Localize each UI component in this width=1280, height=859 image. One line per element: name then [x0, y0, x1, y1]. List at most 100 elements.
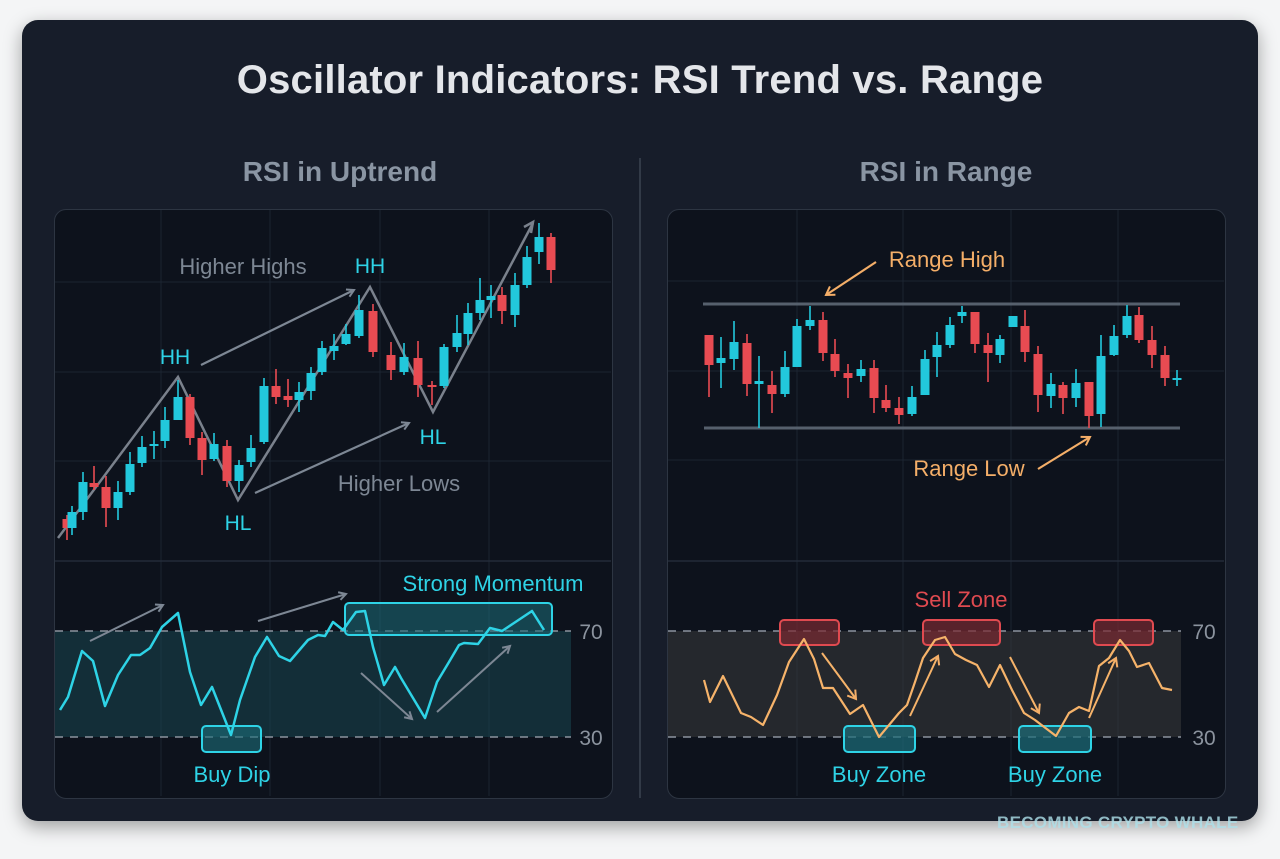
rsi-up-arrow-2: [1088, 656, 1119, 719]
range-level-30-label: 30: [1192, 727, 1215, 750]
candle-body: [497, 295, 507, 311]
candle-body: [439, 347, 449, 386]
candle-body: [995, 339, 1005, 355]
candle-body: [767, 385, 777, 394]
candle-body: [1008, 316, 1018, 327]
candle-body: [341, 334, 351, 344]
candle-body: [1058, 385, 1068, 398]
candle-body: [101, 487, 111, 508]
candle-body: [856, 369, 866, 376]
candle-body: [306, 373, 316, 391]
uptrend-rsi-band: [55, 631, 571, 737]
uptrend-level-30-label: 30: [579, 727, 602, 750]
candle-body: [704, 335, 714, 365]
hh-label-1: HH: [160, 346, 190, 369]
range-low-label: Range Low: [913, 456, 1024, 481]
candle-body: [78, 482, 88, 512]
rsi-dip-arrow: [360, 672, 412, 719]
higher-lows-arrow: [254, 423, 409, 495]
candle-body: [1109, 336, 1119, 355]
candle-body: [1071, 383, 1081, 398]
candle-body: [716, 358, 726, 363]
candle-body: [197, 438, 207, 460]
candle-body: [475, 300, 485, 313]
candle-body: [125, 464, 135, 492]
range-high-label: Range High: [889, 247, 1005, 272]
range-rsi-line: [702, 635, 1173, 739]
candle-body: [209, 444, 219, 459]
buy-zone-label-1: Buy Zone: [832, 762, 926, 787]
right-subtitle: RSI in Range: [859, 156, 1033, 187]
candle-body: [413, 358, 423, 385]
higher-lows-label: Higher Lows: [338, 471, 460, 496]
candle-body: [463, 313, 473, 334]
candle-body: [805, 320, 815, 326]
higher-highs-label: Higher Highs: [179, 254, 306, 279]
candle-body: [386, 355, 396, 370]
candle-body: [246, 448, 256, 462]
buy-dip-label: Buy Dip: [193, 762, 270, 787]
candle-body: [1084, 382, 1094, 416]
sell-zone-box-1: [779, 619, 840, 646]
candle-body: [368, 311, 378, 352]
candle-body: [830, 354, 840, 371]
candle-body: [1147, 340, 1157, 355]
higher-highs-arrow: [200, 290, 354, 366]
candle-body: [452, 333, 462, 347]
candle-body: [780, 367, 790, 394]
buy-zone-box-1: [843, 725, 916, 753]
candle-body: [534, 237, 544, 252]
candle-body: [173, 397, 183, 420]
candle-body: [522, 257, 532, 285]
candle-body: [843, 373, 853, 378]
candle-body: [354, 310, 364, 336]
rsi-down-arrow-2: [1009, 656, 1041, 715]
candle-body: [1046, 384, 1056, 396]
left-subtitle: RSI in Uptrend: [242, 156, 438, 187]
page-title: Oscillator Indicators: RSI Trend vs. Ran…: [236, 58, 1044, 102]
candle-body: [149, 444, 159, 446]
candle-body: [742, 343, 752, 384]
candle-body: [1096, 356, 1106, 414]
candle-body: [1122, 316, 1132, 335]
strong-momentum-box: [344, 602, 553, 636]
candle-body: [510, 285, 520, 315]
candle-body: [329, 346, 339, 351]
candle-body: [317, 348, 327, 372]
candle-body: [792, 326, 802, 367]
rsi-down-arrow-1: [821, 652, 858, 701]
rsi-rise-arrow-2: [257, 594, 346, 622]
range-low-arrow: [1037, 435, 1092, 470]
candle-body: [62, 519, 72, 528]
candle-body: [1134, 315, 1144, 340]
candle-body: [283, 396, 293, 400]
candle-body: [222, 446, 232, 481]
hl-label-2: HL: [420, 426, 447, 449]
rsi-rise-arrow-1: [89, 605, 163, 642]
candle-body: [894, 408, 904, 415]
watermark: BECOMING CRYPTO WHALE: [997, 813, 1239, 832]
uptrend-zigzag-line: [56, 222, 535, 539]
hl-label-1: HL: [225, 512, 252, 535]
candle-body: [185, 397, 195, 438]
rsi-up-arrow-1: [909, 654, 941, 717]
sell-zone-box-3: [1093, 619, 1154, 646]
uptrend-candles: [62, 223, 556, 540]
candle-body: [271, 386, 281, 397]
buy-zone-label-2: Buy Zone: [1008, 762, 1102, 787]
candle-body: [1033, 354, 1043, 395]
candle-body: [546, 237, 556, 270]
buy-dip-box: [201, 725, 262, 753]
candle-body: [294, 392, 304, 400]
candle-body: [907, 397, 917, 414]
candle-body: [957, 312, 967, 316]
range-candles: [704, 305, 1182, 428]
sell-zone-label: Sell Zone: [915, 587, 1008, 612]
candle-body: [67, 512, 77, 528]
candle-body: [881, 400, 891, 408]
candle-body: [945, 325, 955, 345]
strong-momentum-label: Strong Momentum: [403, 571, 584, 596]
range-high-arrow: [824, 261, 877, 297]
candle-body: [160, 420, 170, 441]
candle-body: [234, 465, 244, 481]
